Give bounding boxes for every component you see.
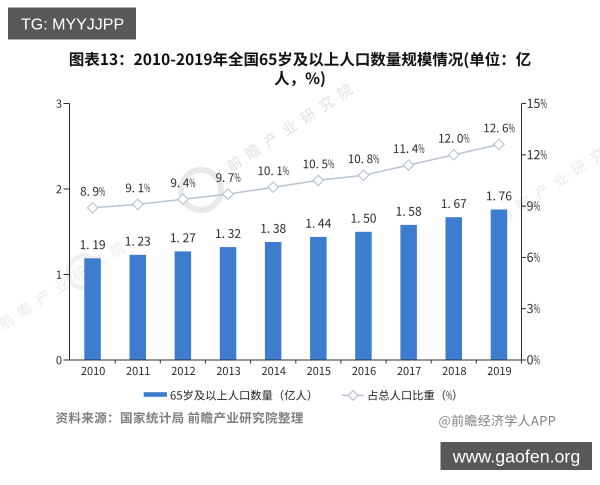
svg-text:TG: MYYJJPP: TG: MYYJJPP <box>21 17 124 34</box>
svg-text:www.gaofen.org: www.gaofen.org <box>452 446 581 466</box>
